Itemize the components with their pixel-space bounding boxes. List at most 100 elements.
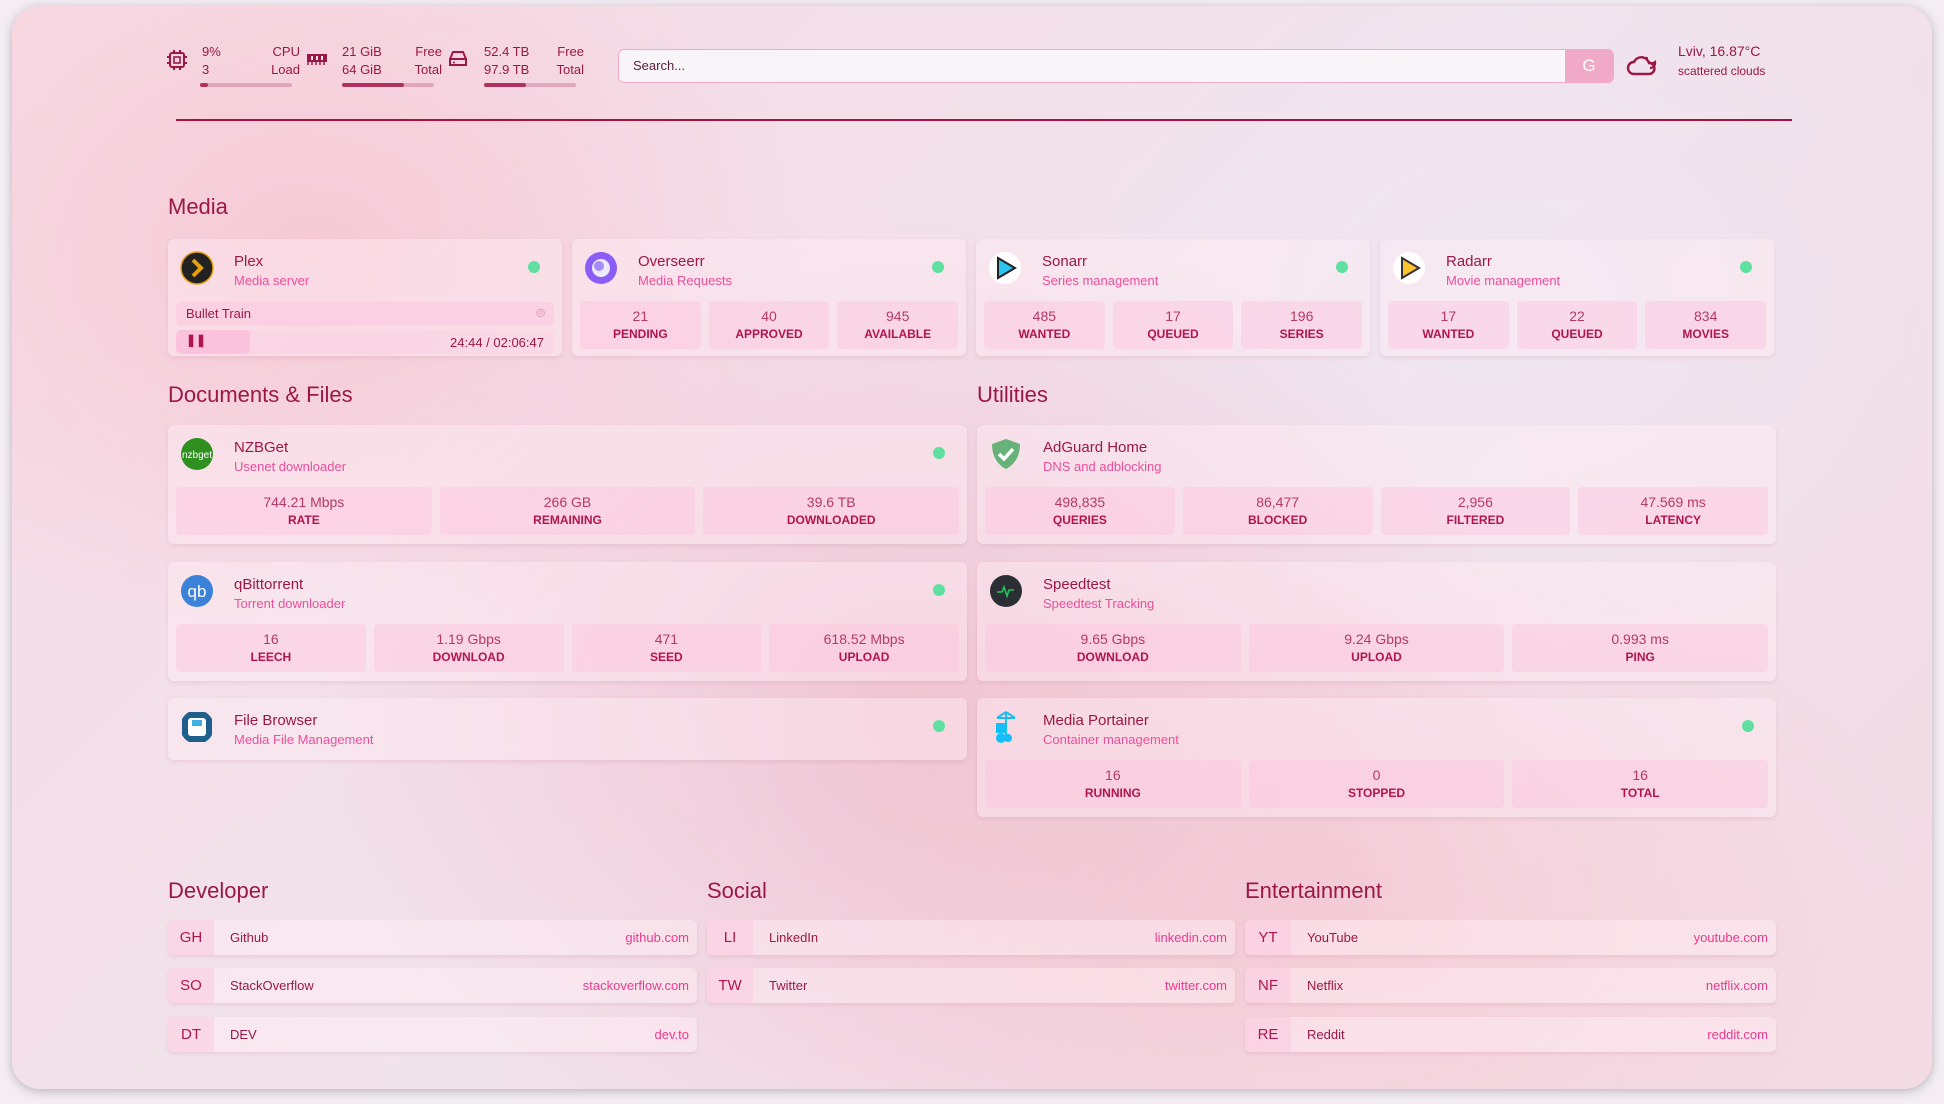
service-card-qbittorrent[interactable]: qb qBittorrent Torrent downloader 16 LEECH… xyxy=(168,562,967,681)
status-indicator xyxy=(528,261,540,273)
stat-block: 498,835 QUERIES xyxy=(985,487,1175,535)
service-card-adguard-home[interactable]: AdGuard Home DNS and adblocking 498,835 QU… xyxy=(977,425,1776,544)
stat-label: UPLOAD xyxy=(838,650,890,664)
bookmark-netflix[interactable]: NF Netflix netflix.com xyxy=(1245,968,1776,1003)
bookmark-github[interactable]: GH Github github.com xyxy=(168,920,697,955)
service-description: Movie management xyxy=(1446,273,1561,288)
status-indicator xyxy=(933,584,945,596)
file-browser-icon xyxy=(182,712,212,742)
service-card-speedtest[interactable]: Speedtest Speedtest Tracking 9.65 Gbps DOW… xyxy=(977,562,1776,681)
disk-icon xyxy=(449,51,467,66)
status-indicator xyxy=(1740,261,1752,273)
stat-value: 498,835 xyxy=(1054,494,1106,510)
bookmark-url[interactable]: twitter.com xyxy=(1164,978,1227,993)
disk-free-label: Free xyxy=(557,44,584,59)
bookmark-abbr: GH xyxy=(168,920,214,955)
group-title-media: Media xyxy=(168,194,228,219)
stat-block: 47.569 ms LATENCY xyxy=(1578,487,1768,535)
stat-block: 471 SEED xyxy=(571,624,762,672)
group-title-utilities: Utilities xyxy=(977,382,1048,407)
sonarr-icon xyxy=(989,252,1021,284)
bookmark-twitter[interactable]: TW Twitter twitter.com xyxy=(707,968,1235,1003)
search-placeholder: Search... xyxy=(633,58,686,73)
bookmark-linkedin[interactable]: LI LinkedIn linkedin.com xyxy=(707,920,1235,955)
overseerr-icon xyxy=(585,252,617,284)
bookmark-dev[interactable]: DT DEV dev.to xyxy=(168,1017,697,1052)
cpu-bar xyxy=(200,83,292,87)
service-card-sonarr[interactable]: Sonarr Series management 485 WANTED 17 QUEUE… xyxy=(976,239,1370,356)
bookmark-url[interactable]: youtube.com xyxy=(1693,930,1768,945)
service-description: Media Requests xyxy=(638,273,732,288)
service-description: Usenet downloader xyxy=(234,459,347,474)
service-stats: 498,835 QUERIES 86,477 BLOCKED 2,956 FILTERED… xyxy=(985,487,1768,535)
pause-icon[interactable]: ❚❚ xyxy=(186,333,207,347)
stat-block: 2,956 FILTERED xyxy=(1380,487,1571,535)
service-stats: 744.21 Mbps RATE 266 GB REMAINING 39.6 TB DOW… xyxy=(176,487,960,535)
service-name: Media Portainer xyxy=(1043,712,1149,729)
search-input[interactable]: Search... G xyxy=(618,49,1614,83)
stat-value: 196 xyxy=(1290,308,1314,324)
stat-label: PING xyxy=(1625,650,1655,664)
service-card-media-portainer[interactable]: Media Portainer Container management 16 RU… xyxy=(977,698,1776,817)
stat-label: QUERIES xyxy=(1052,513,1107,527)
service-name: AdGuard Home xyxy=(1043,439,1148,456)
bookmark-stackoverflow[interactable]: SO StackOverflow stackoverflow.com xyxy=(168,968,697,1003)
stat-value: 1.19 Gbps xyxy=(436,631,501,647)
bookmark-name: Github xyxy=(230,930,269,945)
playback-time: 24:44 / 02:06:47 xyxy=(450,335,544,350)
cpu-cores: 3 xyxy=(202,62,210,77)
stat-block: 16 TOTAL xyxy=(1512,760,1769,808)
plex-icon xyxy=(180,251,214,285)
stat-block: 16 LEECH xyxy=(176,624,366,672)
stat-block: 0.993 ms PING xyxy=(1512,624,1769,672)
bookmark-abbr: YT xyxy=(1245,920,1291,955)
memory-bar xyxy=(342,83,434,87)
bookmark-youtube[interactable]: YT YouTube youtube.com xyxy=(1245,920,1776,955)
stat-value: 16 xyxy=(263,631,279,647)
weather-location-temp: Lviv, 16.87°C xyxy=(1678,43,1761,59)
service-stats: 16 RUNNING 0 STOPPED 16 TOTAL xyxy=(985,760,1769,808)
bookmark-name: Netflix xyxy=(1307,978,1344,993)
stat-value: 47.569 ms xyxy=(1640,494,1706,510)
bookmark-url[interactable]: dev.to xyxy=(654,1027,689,1042)
service-card-radarr[interactable]: Radarr Movie management 17 WANTED 22 QUEUED 8… xyxy=(1380,239,1774,356)
service-stats: 485 WANTED 17 QUEUED 196 SERIES xyxy=(984,301,1363,349)
transcode-icon: ⊚ xyxy=(535,305,546,320)
stat-label: QUEUED xyxy=(1147,327,1199,341)
load-label: Load xyxy=(271,62,300,77)
bookmark-reddit[interactable]: RE Reddit reddit.com xyxy=(1245,1017,1776,1052)
stat-block: 17 WANTED xyxy=(1388,301,1509,349)
bookmark-url[interactable]: stackoverflow.com xyxy=(582,978,689,993)
stat-block: 196 SERIES xyxy=(1241,301,1363,349)
bookmark-abbr: SO xyxy=(168,968,214,1003)
bookmark-url[interactable]: linkedin.com xyxy=(1154,930,1227,945)
bookmark-name: YouTube xyxy=(1307,930,1359,945)
status-indicator xyxy=(933,447,945,459)
search-provider-button[interactable]: G xyxy=(1565,50,1613,82)
service-card-overseerr[interactable]: Overseerr Media Requests 21 PENDING 40 APPRO… xyxy=(572,239,966,356)
stat-label: DOWNLOAD xyxy=(1076,650,1149,664)
bookmark-name: StackOverflow xyxy=(230,978,314,993)
group-title-entertainment: Entertainment xyxy=(1245,878,1382,903)
stat-block: 618.52 Mbps UPLOAD xyxy=(769,624,959,672)
service-card-file-browser[interactable]: File Browser Media File Management xyxy=(168,698,967,760)
stat-value: 266 GB xyxy=(543,494,592,510)
group-title-social: Social xyxy=(707,878,767,903)
bookmark-url[interactable]: netflix.com xyxy=(1705,978,1768,993)
stat-label: QUEUED xyxy=(1551,327,1603,341)
stat-value: 0 xyxy=(1372,767,1381,783)
service-card-nzbget[interactable]: nzbget NZBGet Usenet downloader 744.21 Mb… xyxy=(168,425,967,544)
stat-label: DOWNLOADED xyxy=(786,513,876,527)
bookmark-url[interactable]: reddit.com xyxy=(1707,1027,1768,1042)
playback-progress[interactable]: ❚❚ 24:44 / 02:06:47 xyxy=(176,330,554,354)
stat-value: 2,956 xyxy=(1457,494,1493,510)
stat-label: REMAINING xyxy=(533,513,602,527)
service-stats: 16 LEECH 1.19 Gbps DOWNLOAD 471 SEED 618.52 Mb… xyxy=(176,624,959,672)
service-name: Radarr xyxy=(1446,253,1492,270)
stat-label: RUNNING xyxy=(1084,786,1141,800)
service-card-plex[interactable]: Plex Media server Bullet Train ⊚ ❚❚ 24:44 /… xyxy=(168,239,562,356)
bookmark-url[interactable]: github.com xyxy=(625,930,689,945)
service-name: Speedtest xyxy=(1043,576,1111,593)
memory-total: 64 GiB xyxy=(342,62,382,77)
disk-bar xyxy=(484,83,576,87)
